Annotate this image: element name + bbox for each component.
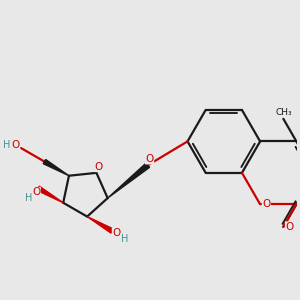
Text: O: O — [12, 140, 20, 149]
Text: O: O — [262, 199, 271, 209]
Polygon shape — [87, 217, 113, 233]
Polygon shape — [108, 163, 150, 198]
Text: H: H — [121, 234, 128, 244]
Text: O: O — [146, 154, 154, 164]
Polygon shape — [43, 160, 69, 176]
Text: O: O — [94, 162, 102, 172]
Polygon shape — [37, 186, 63, 203]
Text: O: O — [285, 222, 294, 232]
Text: CH₃: CH₃ — [275, 108, 292, 117]
Text: H: H — [3, 140, 10, 149]
Text: O: O — [32, 188, 41, 197]
Text: H: H — [25, 193, 32, 203]
Text: O: O — [112, 228, 121, 238]
